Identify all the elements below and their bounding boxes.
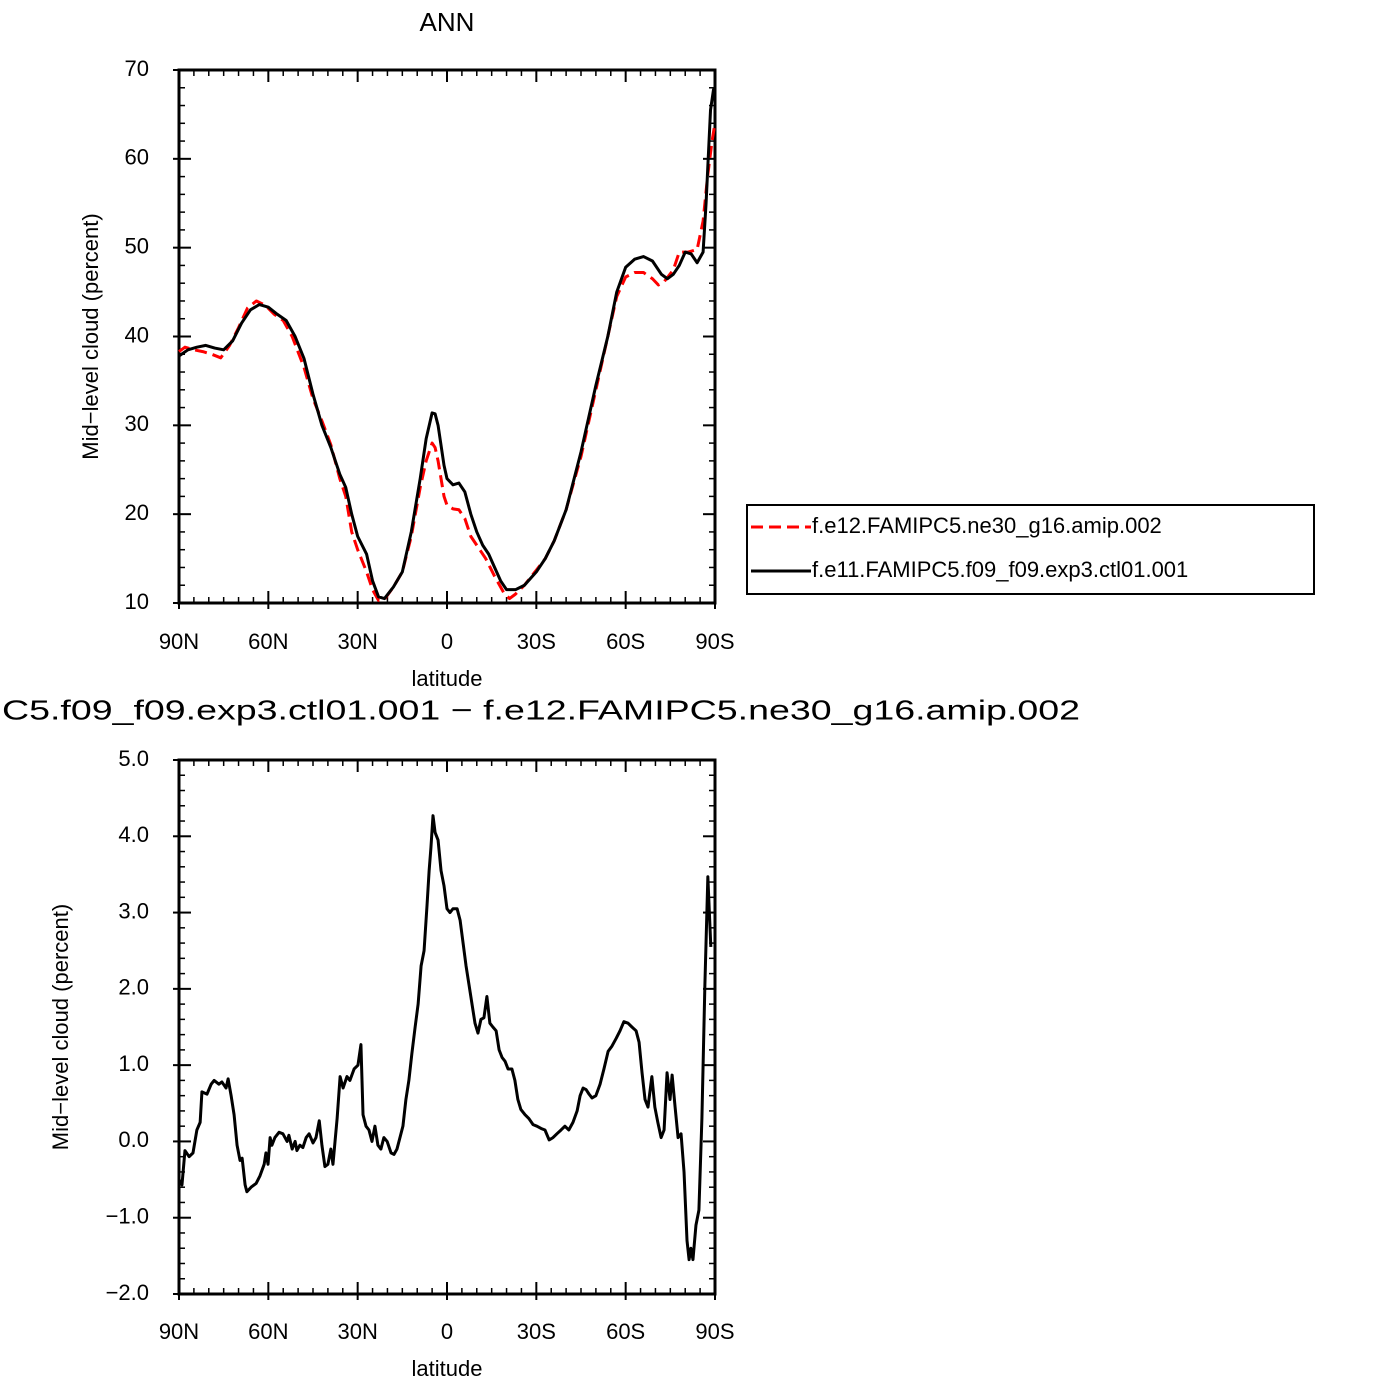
legend-label: f.e12.FAMIPC5.ne30_g16.amip.002 — [812, 513, 1162, 538]
x-axis-label: latitude — [412, 1356, 483, 1381]
x-tick-label: 90N — [159, 629, 199, 654]
y-tick-label: 30 — [125, 411, 149, 436]
x-tick-label: 60S — [606, 1319, 645, 1344]
y-tick-label: 0.0 — [118, 1127, 149, 1152]
x-tick-label: 30S — [517, 629, 556, 654]
x-tick-label: 30N — [337, 1319, 377, 1344]
legend-box — [746, 504, 1315, 595]
plot-frame — [177, 68, 717, 605]
data-line — [177, 814, 713, 1262]
y-tick-label: −1.0 — [106, 1204, 149, 1229]
x-tick-label: 90N — [159, 1319, 199, 1344]
plot-frame — [177, 758, 717, 1296]
x-tick-label: 60N — [248, 629, 288, 654]
y-tick-label: 70 — [125, 56, 149, 81]
y-tick-label: 2.0 — [118, 975, 149, 1000]
chart-title: ANN — [420, 7, 475, 37]
x-tick-label: 0 — [441, 629, 453, 654]
x-tick-label: 60S — [606, 629, 645, 654]
data-line — [178, 123, 717, 602]
y-tick-label: −2.0 — [106, 1280, 149, 1305]
data-line — [178, 86, 717, 601]
y-axis-label: Mid−level cloud (percent) — [78, 213, 103, 459]
x-tick-label: 90S — [695, 629, 734, 654]
legend-label: f.e11.FAMIPC5.f09_f09.exp3.ctl01.001 — [812, 557, 1188, 582]
x-tick-label: 30S — [517, 1319, 556, 1344]
y-tick-label: 1.0 — [118, 1051, 149, 1076]
y-tick-label: 4.0 — [118, 822, 149, 847]
y-tick-label: 20 — [125, 500, 149, 525]
chart-title: C5.f09_f09.exp3.ctl01.001 − f.e12.FAMIPC… — [2, 694, 1080, 725]
y-tick-label: 50 — [125, 233, 149, 258]
y-tick-label: 10 — [125, 589, 149, 614]
x-tick-label: 90S — [695, 1319, 734, 1344]
x-tick-label: 0 — [441, 1319, 453, 1344]
x-tick-label: 30N — [337, 629, 377, 654]
x-tick-label: 60N — [248, 1319, 288, 1344]
y-tick-label: 60 — [125, 145, 149, 170]
x-axis-label: latitude — [412, 666, 483, 691]
y-tick-label: 5.0 — [118, 746, 149, 771]
y-axis-label: Mid−level cloud (percent) — [48, 904, 73, 1150]
y-tick-label: 40 — [125, 322, 149, 347]
y-tick-label: 3.0 — [118, 898, 149, 923]
